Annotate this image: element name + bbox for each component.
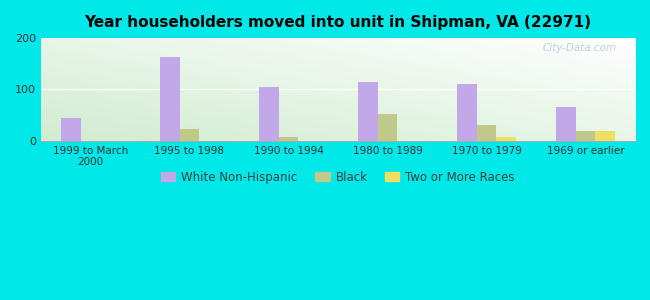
Bar xyxy=(457,84,476,141)
Bar xyxy=(476,125,497,141)
Bar xyxy=(179,130,200,141)
Bar xyxy=(160,57,179,141)
Bar xyxy=(61,118,81,141)
Bar xyxy=(497,137,516,141)
Bar xyxy=(358,82,378,141)
Bar xyxy=(279,137,298,141)
Bar xyxy=(556,107,576,141)
Bar xyxy=(259,87,279,141)
Bar xyxy=(378,114,397,141)
Bar xyxy=(595,130,615,141)
Text: City-Data.com: City-Data.com xyxy=(543,43,618,53)
Title: Year householders moved into unit in Shipman, VA (22971): Year householders moved into unit in Shi… xyxy=(84,15,592,30)
Legend: White Non-Hispanic, Black, Two or More Races: White Non-Hispanic, Black, Two or More R… xyxy=(157,166,519,188)
Bar xyxy=(576,130,595,141)
